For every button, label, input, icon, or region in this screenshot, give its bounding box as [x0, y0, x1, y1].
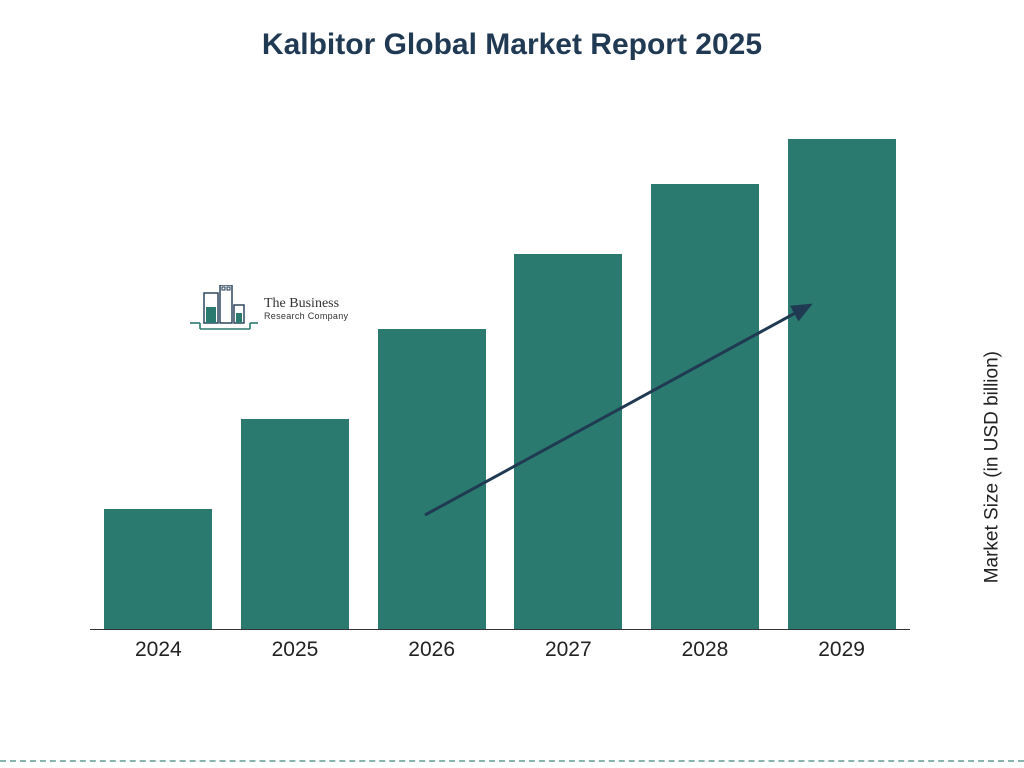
bar — [104, 509, 212, 629]
x-axis-labels: 2024 2025 2026 2027 2028 2029 — [90, 630, 910, 670]
x-axis-label: 2029 — [782, 638, 902, 662]
page-title: Kalbitor Global Market Report 2025 — [0, 0, 1024, 62]
x-axis-label: 2026 — [372, 638, 492, 662]
bar — [651, 184, 759, 629]
bar-wrapper — [645, 184, 765, 629]
y-axis-label: Market Size (in USD billion) — [981, 351, 1003, 583]
bars-container — [90, 140, 910, 630]
chart-area: The Business Research Company 2024202520… — [90, 140, 910, 670]
bar — [241, 419, 349, 629]
x-axis-label: 2027 — [508, 638, 628, 662]
bar-wrapper — [235, 419, 355, 629]
bar-wrapper — [782, 139, 902, 629]
x-axis-label: 2028 — [645, 638, 765, 662]
bar — [788, 139, 896, 629]
bar — [514, 254, 622, 629]
bar-wrapper — [372, 329, 492, 629]
bar-wrapper — [98, 509, 218, 629]
x-axis-label: 2024 — [98, 638, 218, 662]
bar-wrapper — [508, 254, 628, 629]
bar — [378, 329, 486, 629]
x-axis-label: 2025 — [235, 638, 355, 662]
bottom-dashed-divider — [0, 760, 1024, 762]
